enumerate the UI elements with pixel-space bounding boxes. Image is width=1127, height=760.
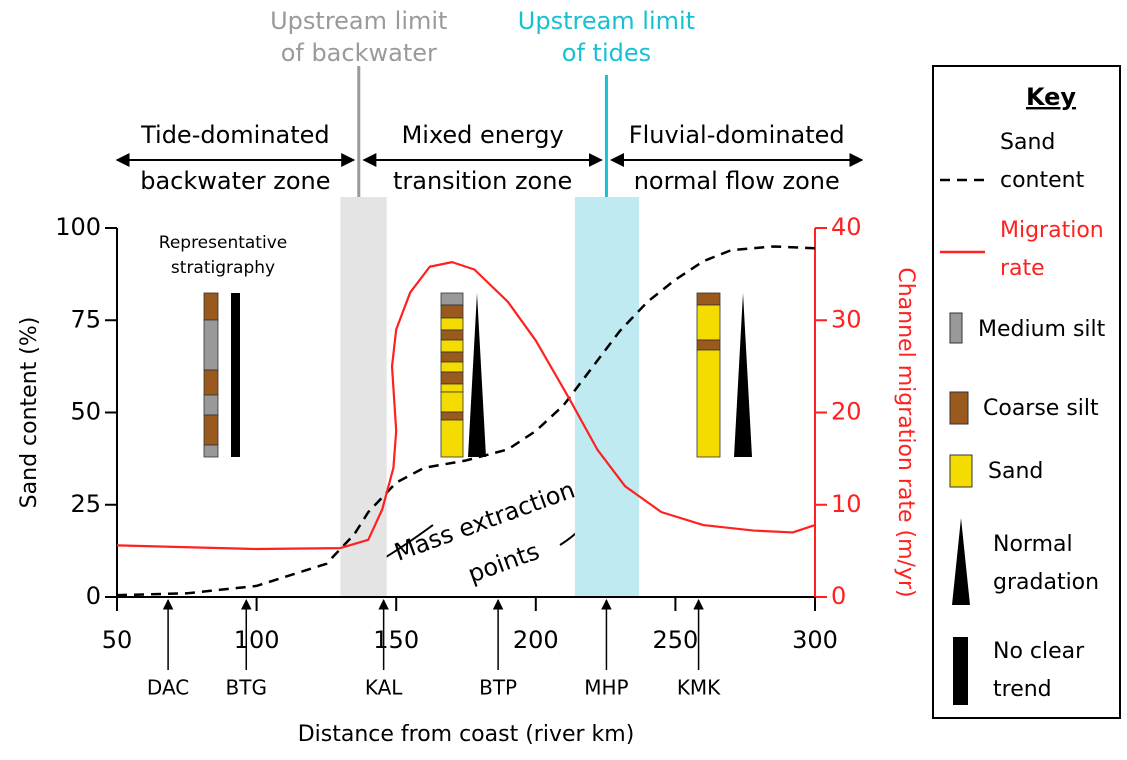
station-label: KMK	[677, 676, 721, 700]
strat-layer	[203, 414, 219, 446]
strat-layer	[440, 371, 464, 385]
limit-label: of backwater	[281, 39, 437, 67]
key-label: Normal gradation	[993, 532, 1100, 595]
key-swatch	[949, 312, 963, 344]
key-label: No clear trend	[993, 639, 1085, 702]
stratigraphy-label: Representative	[159, 233, 287, 253]
strat-layer	[203, 319, 219, 371]
key-label: Medium silt	[978, 317, 1106, 342]
strat-layer	[440, 411, 464, 421]
y2-tick-label: 30	[831, 305, 862, 333]
strat-layer	[696, 304, 721, 341]
y2-tick-label: 20	[831, 398, 862, 426]
zone-label: backwater zone	[140, 167, 330, 195]
strat-layer	[203, 292, 219, 321]
strat-gradation	[734, 293, 752, 457]
strat-layer	[440, 361, 464, 373]
key-swatch	[952, 518, 970, 605]
strat-layer	[696, 339, 721, 351]
key-label: Sand	[988, 459, 1044, 484]
station-label: KAL	[365, 676, 403, 700]
strat-layer	[203, 444, 219, 458]
strat-trend-bar	[231, 293, 240, 457]
strat-layer	[440, 304, 464, 319]
y2-tick-label: 0	[831, 582, 846, 610]
mass-extraction-label: points	[464, 537, 543, 589]
zone-label: transition zone	[393, 167, 572, 195]
key-label: Sand content	[1000, 130, 1085, 193]
x-tick-label: 250	[652, 626, 698, 654]
y-tick-label: 50	[70, 398, 101, 426]
key-swatch	[953, 637, 968, 705]
x-tick-label: 150	[373, 626, 419, 654]
strat-gradation	[468, 293, 486, 457]
shaded-region	[574, 197, 640, 597]
series-line	[116, 245, 816, 597]
x-tick-label: 100	[234, 626, 280, 654]
station-label: MHP	[584, 676, 628, 700]
strat-layer	[696, 292, 721, 306]
key-label: Coarse silt	[983, 396, 1099, 421]
key-title: Key	[1026, 83, 1076, 111]
zone-label: Mixed energy	[402, 121, 564, 149]
y-tick-label: 100	[55, 213, 101, 241]
key-label: Migration rate	[1000, 218, 1104, 281]
strat-layer	[203, 394, 219, 416]
strat-layer	[440, 317, 464, 331]
series-line	[116, 261, 816, 551]
x-axis-label: Distance from coast (river km)	[298, 722, 635, 747]
x-tick-label: 50	[102, 626, 133, 654]
strat-layer	[440, 329, 464, 341]
strat-layer	[203, 369, 219, 396]
strat-layer	[440, 351, 464, 363]
station-label: BTG	[226, 676, 267, 700]
strat-layer	[440, 419, 464, 458]
key-box	[932, 65, 1121, 719]
zone-label: normal flow zone	[634, 167, 840, 195]
y-axis-label: Sand content (%)	[17, 317, 42, 509]
y-tick-label: 0	[86, 582, 101, 610]
station-label: BTP	[479, 676, 517, 700]
strat-layer	[440, 339, 464, 353]
strat-layer	[440, 292, 464, 306]
key-swatch	[949, 454, 973, 488]
zone-label: Fluvial-dominated	[629, 121, 845, 149]
y2-axis-label: Channel migration rate (m/yr)	[893, 267, 918, 597]
zone-label: Tide-dominated	[140, 121, 330, 149]
station-label: DAC	[147, 676, 189, 700]
limit-label: Upstream limit	[518, 7, 695, 35]
y2-tick-label: 10	[831, 490, 862, 518]
strat-layer	[696, 349, 721, 458]
x-tick-label: 200	[513, 626, 559, 654]
y-tick-label: 75	[70, 305, 101, 333]
y-tick-label: 25	[70, 490, 101, 518]
y2-tick-label: 40	[831, 213, 862, 241]
limit-label: Upstream limit	[270, 7, 447, 35]
key-swatch	[949, 391, 969, 425]
stratigraphy-label: stratigraphy	[171, 258, 275, 278]
x-tick-label: 300	[792, 626, 838, 654]
strat-layer	[440, 383, 464, 393]
shaded-region	[340, 197, 387, 597]
limit-label: of tides	[562, 39, 651, 67]
mass-extraction-label: Mass extraction	[391, 475, 579, 566]
strat-layer	[440, 391, 464, 413]
